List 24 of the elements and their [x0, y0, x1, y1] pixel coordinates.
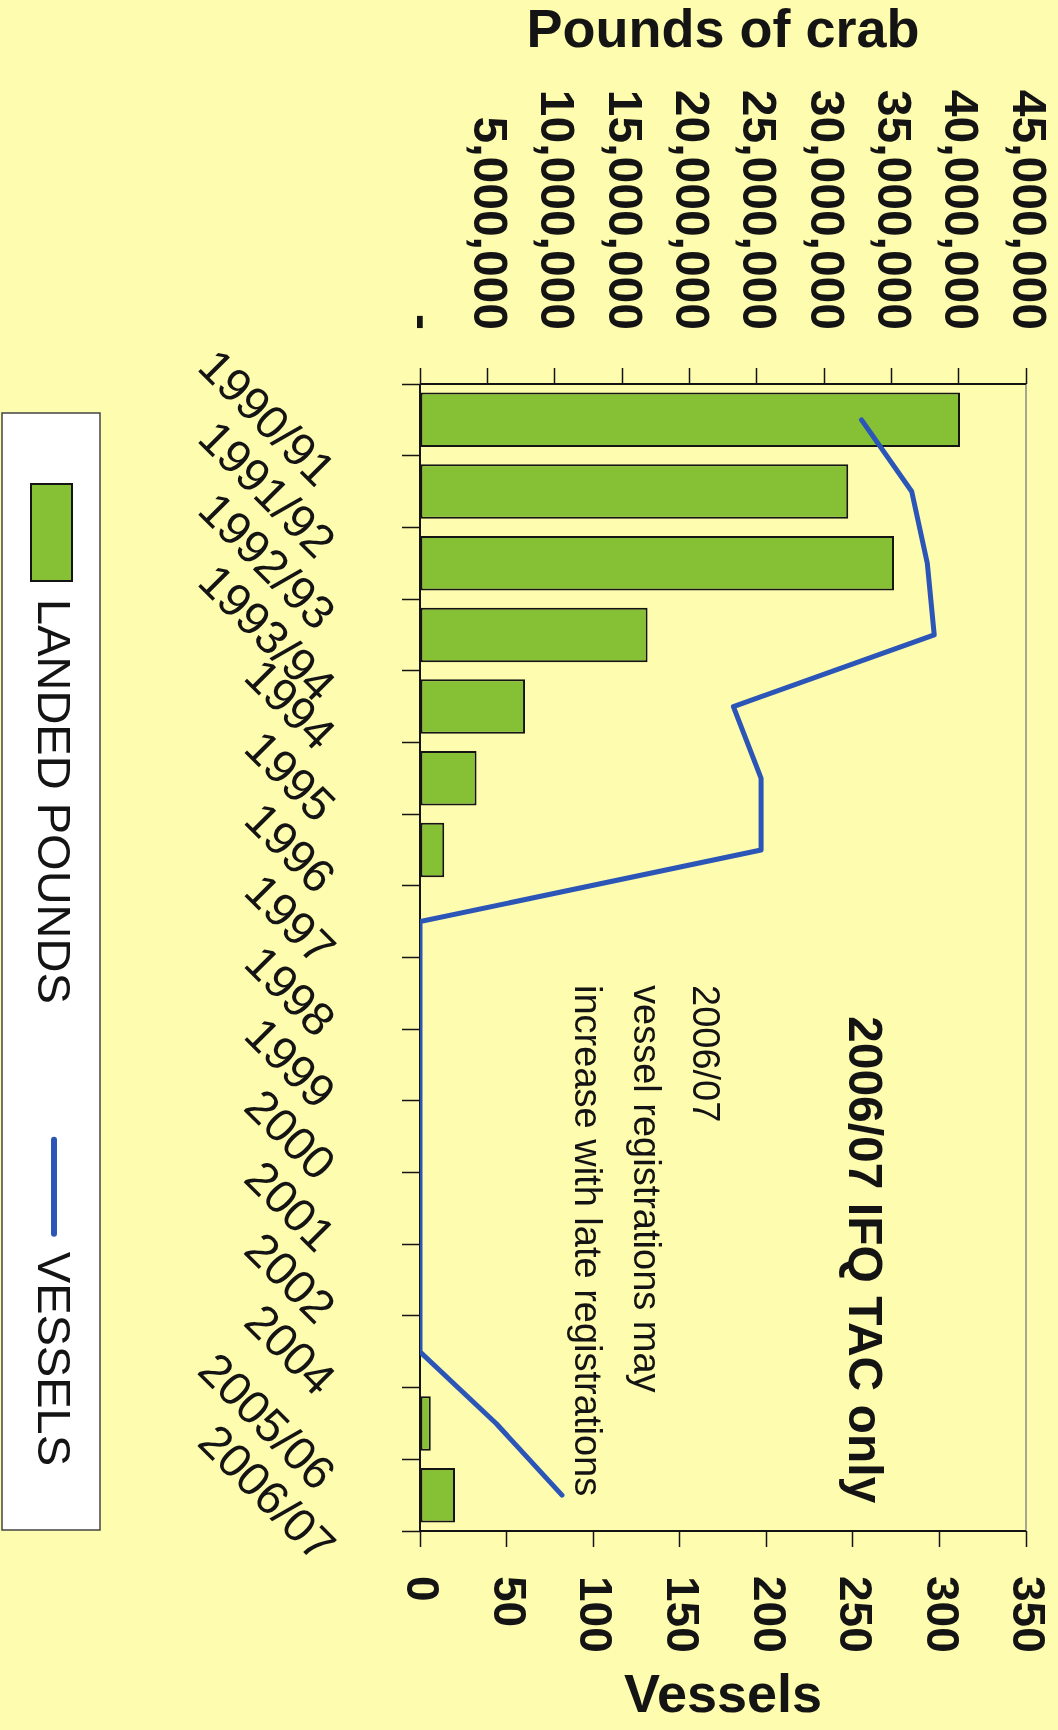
x2-tick-label: 35,000,000 [868, 89, 922, 330]
x-axis-title: Vessels [623, 1663, 823, 1724]
x2-tick-label: 45,000,000 [1002, 89, 1056, 330]
x2-axis-title: Pounds of crab [526, 0, 920, 59]
x-tick-label: 0 [397, 1576, 450, 1602]
x2-tick-label: 5,000,000 [464, 116, 518, 330]
x-tick-label: 150 [657, 1576, 710, 1653]
x-tick-label: 50 [483, 1576, 536, 1628]
x-tick-label: 250 [830, 1576, 883, 1653]
x2-tick-label: 10,000,000 [531, 89, 585, 330]
legend-label: VESSELS [28, 1251, 82, 1467]
x-tick-label: 300 [916, 1576, 969, 1653]
x2-tick-label: 25,000,000 [733, 89, 787, 330]
x2-tick-label: 20,000,000 [666, 89, 720, 330]
legend-label: LANDED POUNDS [28, 599, 82, 1004]
x2-tick-label: 30,000,000 [800, 89, 854, 330]
x2-tick-label: - [396, 314, 450, 330]
x2-tick-label: 15,000,000 [598, 89, 652, 330]
x-tick-label: 350 [1003, 1576, 1056, 1653]
annotation: 2006/07 IFQ TAC only [838, 1016, 892, 1504]
x-tick-label: 200 [743, 1576, 796, 1653]
x-tick-label: 100 [570, 1576, 623, 1653]
x2-tick-label: 40,000,000 [935, 89, 989, 330]
annotation: 2006/07 vessel registrations may increase with late registrations [566, 985, 727, 1497]
